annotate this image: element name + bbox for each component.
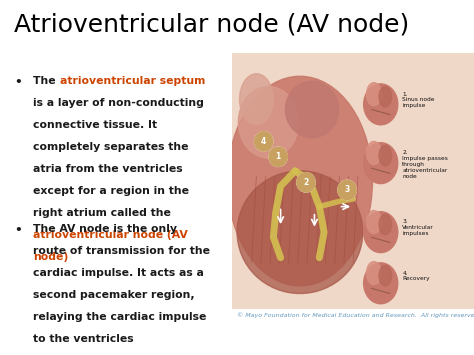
Ellipse shape	[228, 76, 373, 286]
Text: completely separates the: completely separates the	[33, 142, 189, 152]
Text: The AV node is the only: The AV node is the only	[33, 224, 177, 234]
Text: 4.
Recovery: 4. Recovery	[402, 271, 430, 281]
Circle shape	[269, 147, 287, 166]
Text: The: The	[33, 76, 60, 86]
Text: 3: 3	[345, 186, 350, 195]
Ellipse shape	[366, 211, 381, 234]
Ellipse shape	[379, 266, 392, 286]
Ellipse shape	[364, 263, 398, 304]
Text: to the ventricles: to the ventricles	[33, 334, 134, 344]
Text: is a layer of non-conducting: is a layer of non-conducting	[33, 98, 204, 108]
Text: except for a region in the: except for a region in the	[33, 186, 189, 196]
Ellipse shape	[239, 74, 273, 125]
Text: second pacemaker region,: second pacemaker region,	[33, 290, 195, 300]
Circle shape	[338, 180, 356, 200]
Text: •: •	[14, 76, 22, 89]
Ellipse shape	[238, 87, 299, 158]
Ellipse shape	[366, 141, 381, 164]
Text: 2: 2	[303, 178, 309, 187]
Ellipse shape	[364, 84, 398, 125]
Text: relaying the cardiac impulse: relaying the cardiac impulse	[33, 312, 207, 322]
Circle shape	[255, 132, 273, 151]
Text: cardiac impulse. It acts as a: cardiac impulse. It acts as a	[33, 268, 204, 278]
Text: 2.
Impulse passes
through
atrioventricular
node: 2. Impulse passes through atrioventricul…	[402, 151, 448, 179]
Ellipse shape	[379, 214, 392, 235]
Text: 1.
Sinus node
impulse: 1. Sinus node impulse	[402, 92, 435, 108]
Ellipse shape	[237, 171, 363, 294]
Text: atria from the ventricles: atria from the ventricles	[33, 164, 183, 174]
Ellipse shape	[379, 87, 392, 107]
Text: 4: 4	[261, 137, 266, 146]
Ellipse shape	[366, 83, 381, 106]
Text: atrioventricular septum: atrioventricular septum	[60, 76, 205, 86]
Ellipse shape	[364, 143, 398, 184]
Text: connective tissue. It: connective tissue. It	[33, 120, 157, 130]
Text: node): node)	[33, 252, 68, 262]
Ellipse shape	[366, 262, 381, 285]
Text: 1: 1	[275, 152, 281, 161]
Circle shape	[297, 173, 315, 192]
Text: right atrium called the: right atrium called the	[33, 208, 171, 218]
Text: atrioventricular node (AV: atrioventricular node (AV	[33, 230, 188, 240]
Text: •: •	[14, 224, 22, 237]
Ellipse shape	[364, 212, 398, 253]
Text: Atrioventricular node (AV node): Atrioventricular node (AV node)	[14, 12, 410, 37]
Text: © Mayo Foundation for Medical Education and Research.  All rights reserved.: © Mayo Foundation for Medical Education …	[237, 312, 474, 318]
Text: 3.
Ventricular
impulses: 3. Ventricular impulses	[402, 219, 434, 236]
Ellipse shape	[285, 81, 338, 138]
Ellipse shape	[379, 145, 392, 166]
Text: route of transmission for the: route of transmission for the	[33, 246, 210, 256]
